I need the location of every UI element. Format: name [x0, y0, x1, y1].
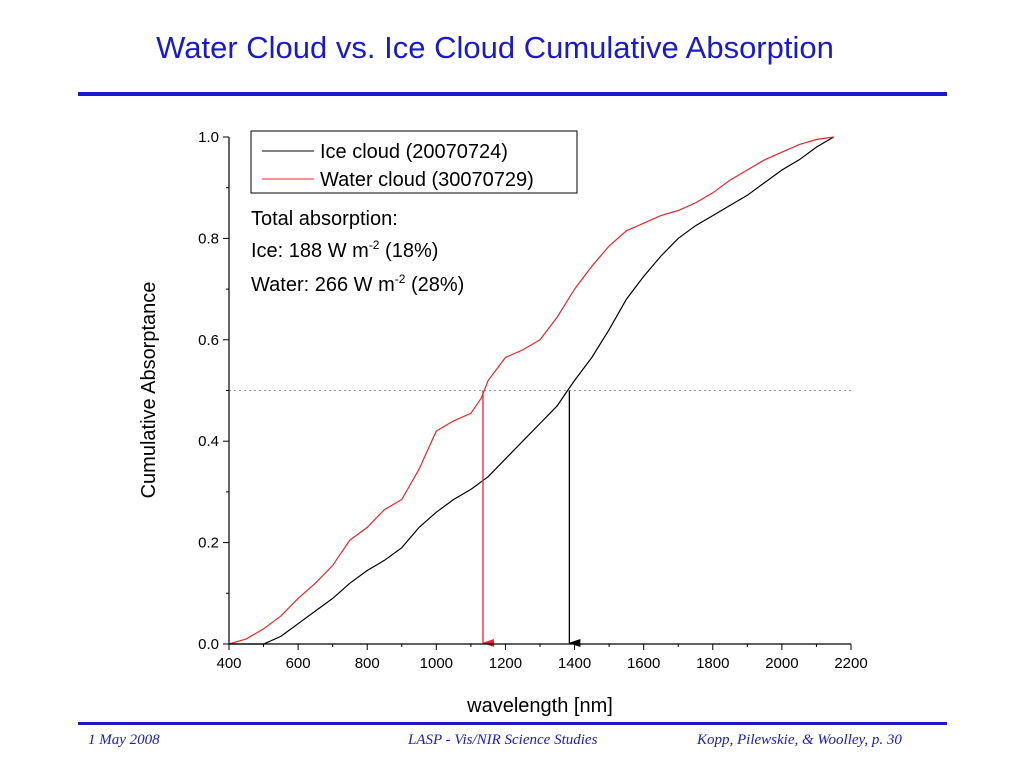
footer-credits: Kopp, Pilewskie, & Woolley, p. 30	[697, 732, 902, 748]
annotation-heading: Total absorption:	[251, 208, 398, 230]
slide-title: Water Cloud vs. Ice Cloud Cumulative Abs…	[156, 30, 834, 65]
y-tick-label: 0.6	[198, 332, 219, 349]
x-tick-label: 1600	[627, 655, 660, 672]
annotation-ice-tail: (18%)	[379, 240, 438, 262]
x-tick-label: 600	[286, 655, 311, 672]
plot-layer	[228, 136, 851, 647]
legend: Ice cloud (20070724) Water cloud (300707…	[250, 130, 578, 194]
y-axis-label: Cumulative Absorptance	[138, 282, 160, 499]
annotation-water-exponent: -2	[395, 272, 406, 286]
y-tick-label: 0.0	[198, 636, 219, 653]
y-tick-label: 1.0	[198, 129, 219, 146]
footer-date: 1 May 2008	[88, 732, 160, 748]
ice-cloud-series-line	[229, 136, 835, 645]
title-rule	[78, 92, 947, 96]
annotation-ice-exponent: -2	[369, 238, 380, 252]
x-tick-label: 1000	[420, 655, 453, 672]
x-tick-label: 2200	[834, 655, 867, 672]
footer-rule	[78, 722, 947, 725]
x-tick-label: 800	[355, 655, 380, 672]
annotation-ice-text: Ice: 188 W m	[251, 240, 369, 262]
water-cloud-series-line	[228, 136, 834, 645]
y-tick-label: 0.4	[198, 433, 219, 450]
y-tick-label: 0.2	[198, 535, 219, 552]
x-axis-label: wavelength [nm]	[466, 695, 613, 717]
footer-center: LASP - Vis/NIR Science Studies	[408, 732, 598, 748]
legend-box	[250, 130, 578, 194]
annotation-water-tail: (28%)	[405, 274, 464, 296]
annotation-ice: Ice: 188 W m-2 (18%)	[251, 238, 438, 262]
axes-layer: 400 600 800 1000 1200 1400 1600 1800 2000 2200 0.0…	[198, 129, 868, 672]
y-tick-label: 0.8	[198, 230, 219, 247]
x-tick-label: 2000	[765, 655, 798, 672]
legend-label-water: Water cloud (30070729)	[320, 169, 534, 191]
x-tick-label: 400	[216, 655, 241, 672]
x-tick-label: 1200	[489, 655, 522, 672]
x-tick-label: 1800	[696, 655, 729, 672]
legend-label-ice: Ice cloud (20070724)	[320, 141, 508, 163]
absorption-annotation: Total absorption: Ice: 188 W m-2 (18%) W…	[251, 208, 464, 296]
cumulative-absorptance-chart: 400 600 800 1000 1200 1400 1600 1800 2000 2200 0.0…	[138, 129, 868, 717]
x-tick-label: 1400	[558, 655, 591, 672]
annotation-water: Water: 266 W m-2 (28%)	[251, 272, 464, 296]
annotation-water-text: Water: 266 W m	[251, 274, 395, 296]
